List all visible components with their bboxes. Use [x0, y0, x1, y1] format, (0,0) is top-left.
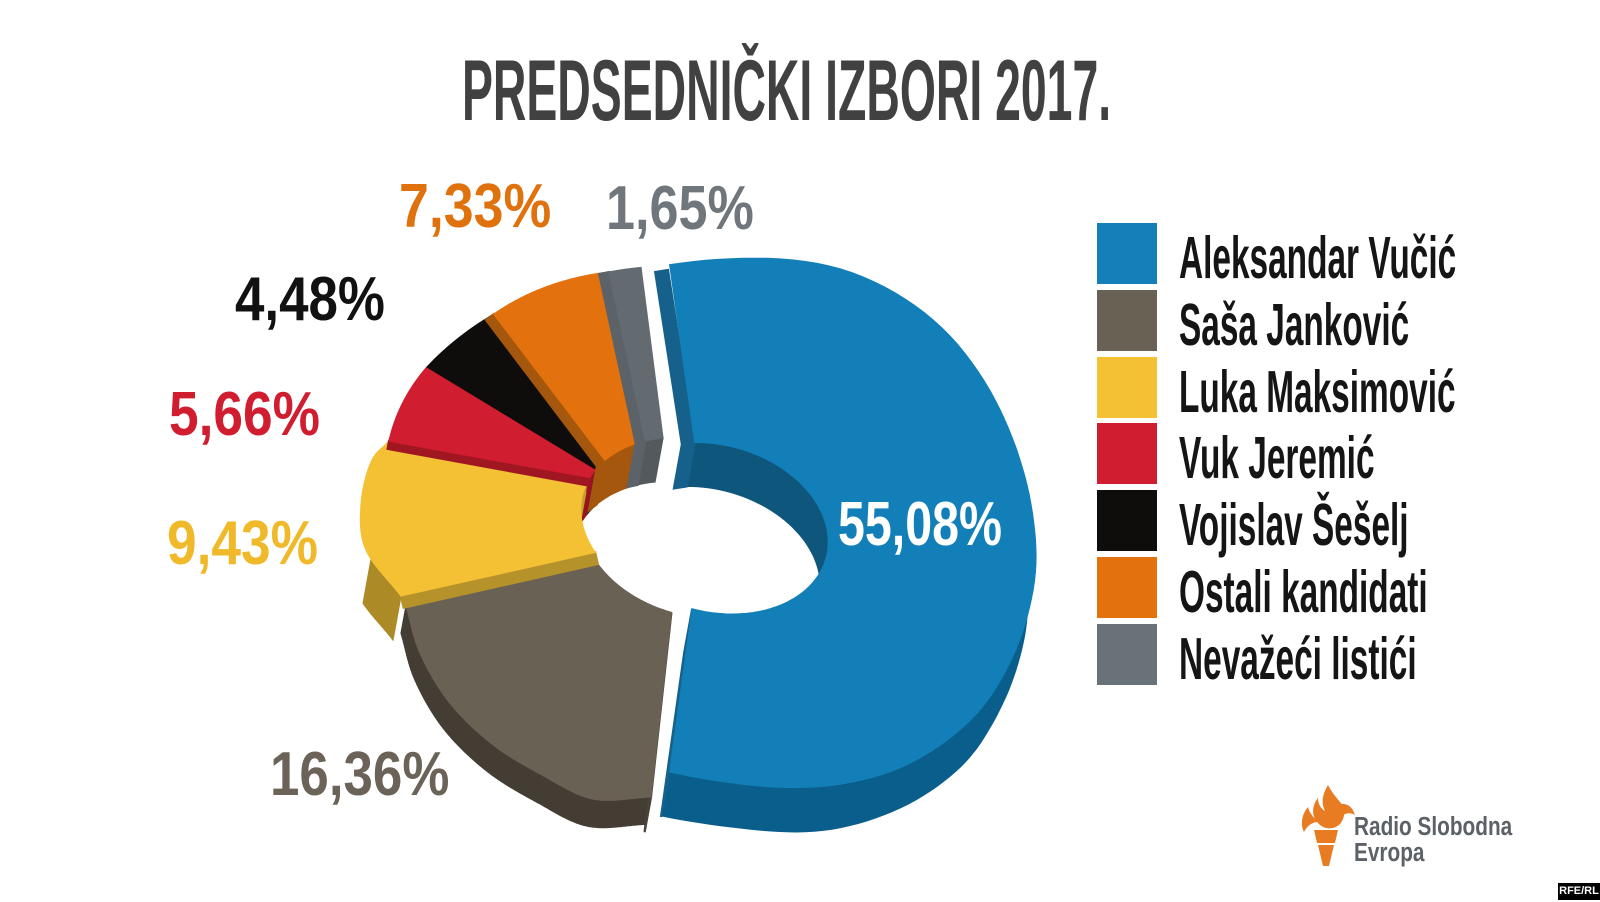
svg-text:Radio Slobodna: Radio Slobodna	[1354, 812, 1513, 841]
svg-text:Evropa: Evropa	[1354, 838, 1425, 867]
